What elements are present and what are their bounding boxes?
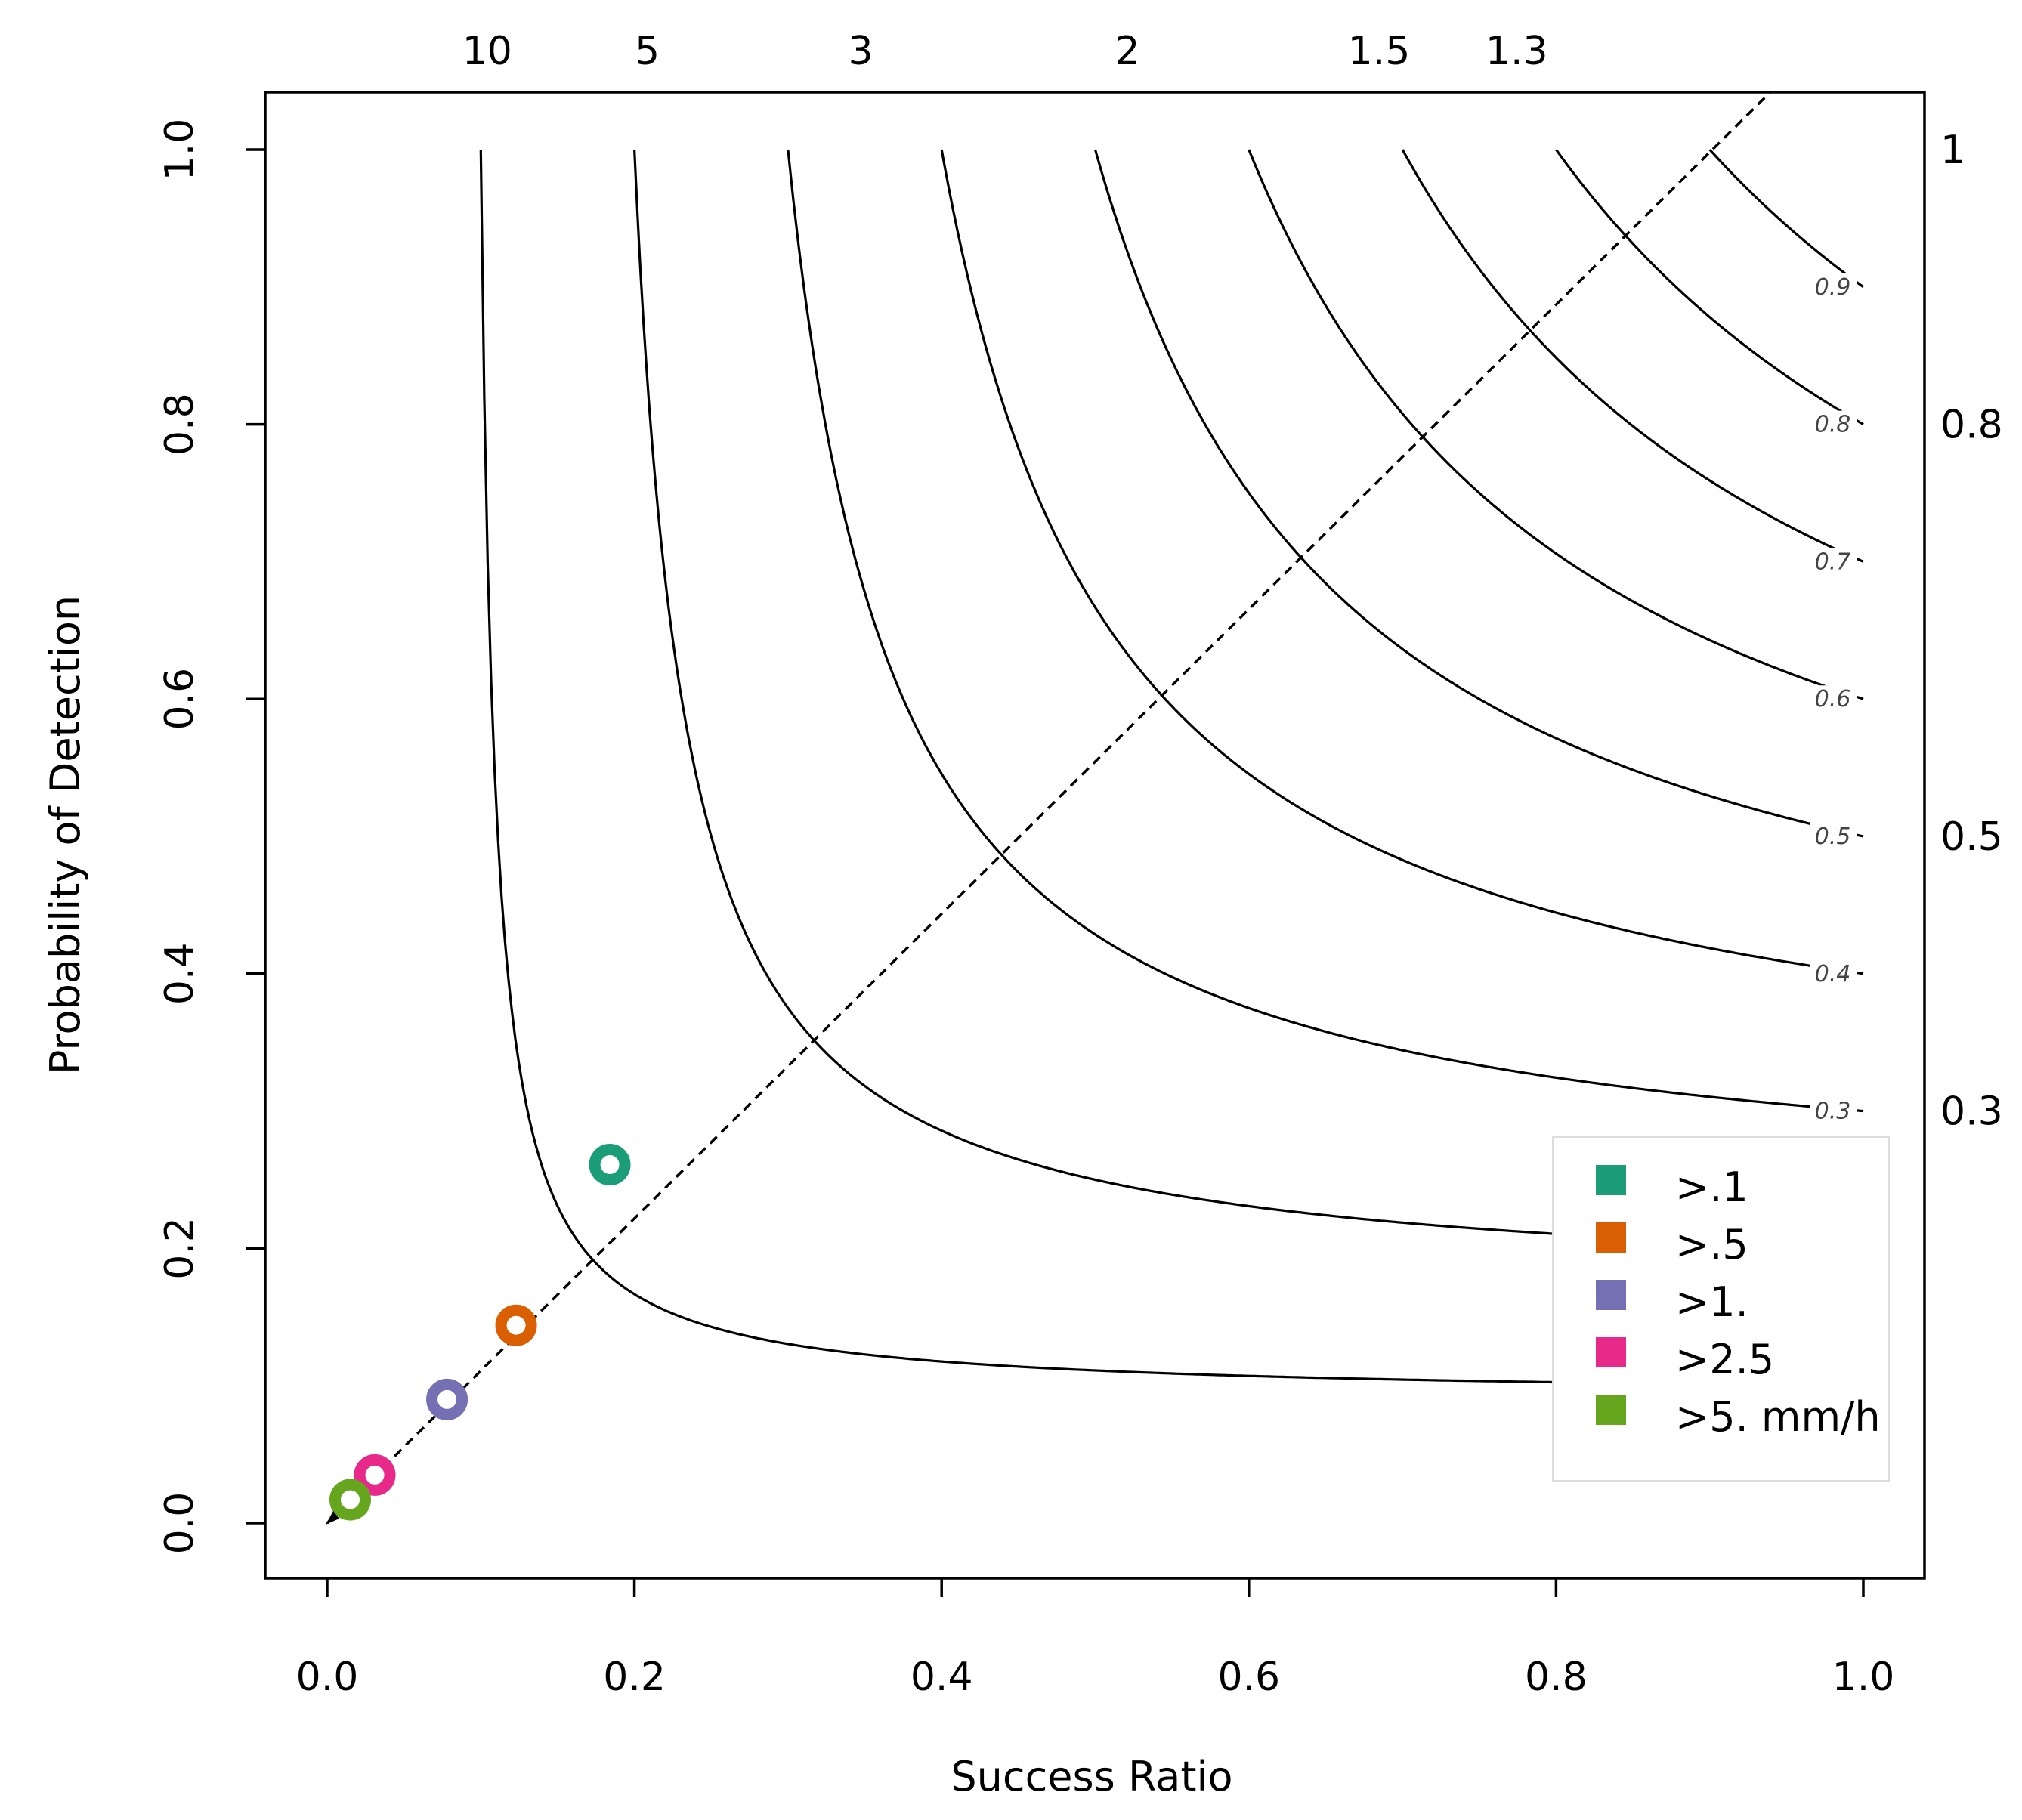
y-tick-label: 0.2 [157,1217,203,1280]
csi-label-bg [1810,685,1857,713]
csi-contour [940,149,1864,975]
axes: 10 5 3 2 1.5 1.3 1 0.8 0.5 0.3 0.0 0.2 0.4 0.6 0.8 1.0 0… [157,29,2003,1700]
y-tick-label: 0.0 [157,1492,203,1555]
x-tick-label: 1.0 [1832,1655,1895,1700]
bias-label: 10 [462,29,512,74]
legend-swatch [1596,1280,1626,1310]
point->.1 [589,1144,631,1186]
csi-label: 0.3 [1815,1098,1851,1125]
legend: >.1 >.5 >1. >2.5 >5. mm/h [1552,1136,1890,1482]
plot-box [264,91,1926,1580]
origin-mark [326,1511,339,1525]
x-tick-label: 0.8 [1525,1655,1588,1700]
csi-contour [1708,148,1864,289]
legend-swatch [1596,1337,1626,1367]
plot-frame [264,91,1926,1580]
bias-label: 2 [1115,29,1139,74]
y-tick-label: 1.0 [157,119,203,181]
legend-label: >2.5 [1675,1336,1774,1383]
data-point [329,1479,371,1521]
x-tick-label: 0.6 [1217,1655,1280,1700]
x-tick-label: 0.4 [911,1655,973,1700]
point->.5 [495,1304,537,1346]
data-point [354,1454,396,1496]
y-tick-label: 0.4 [157,942,203,1005]
csi-label: 0.8 [1815,412,1851,438]
legend-swatch [1596,1222,1626,1253]
x-tick-label: 0.0 [296,1655,359,1700]
x-tick-label: 0.2 [603,1655,666,1700]
csi-label-bg [1810,823,1857,850]
axis-titles: Success Ratio Probability of Detection [42,595,1233,1800]
bias-label: 5 [635,29,660,74]
csi-label-bg [1810,410,1857,438]
bias-label: 3 [848,29,873,74]
data-points [326,1144,631,1525]
csi-label: 0.9 [1815,274,1851,301]
csi-contour [787,149,1864,1113]
data-point [426,1378,468,1420]
csi-contour [1401,149,1864,563]
csi-label-bg [1810,548,1857,576]
y-tick-label: 0.6 [157,668,203,731]
csi-label-bg [1810,1097,1857,1125]
bias-label: 0.8 [1940,403,2003,448]
csi-contour [1555,149,1864,425]
bias-label: 0.5 [1940,814,2003,860]
point->2.5 [354,1454,396,1496]
data-point [495,1304,537,1346]
bias-label: 0.3 [1940,1089,2003,1135]
csi-label-bg [1810,273,1857,301]
legend-label: >.1 [1675,1163,1748,1211]
legend-swatch [1596,1165,1626,1195]
data-point [589,1144,631,1186]
legend-label: >5. mm/h [1675,1393,1881,1441]
csi-label-bg [1810,959,1857,987]
bias-label: 1.3 [1486,29,1548,74]
csi-label: 0.4 [1815,961,1851,987]
csi-contour [1248,149,1864,700]
bias-label: 1 [1940,128,1965,173]
bias-lines [326,92,1773,1525]
point->5. mm/h [329,1479,371,1521]
csi-label: 0.7 [1815,548,1851,575]
bias-line-[object Object] [326,92,1773,1525]
point->1. [426,1378,468,1420]
bias-label: 1.5 [1348,29,1411,74]
csi-label: 0.5 [1815,823,1851,850]
y-axis-title: Probability of Detection [42,595,89,1074]
legend-label: >1. [1675,1278,1748,1326]
legend-swatch [1596,1395,1626,1425]
legend-label: >.5 [1675,1221,1748,1268]
x-axis-title: Success Ratio [951,1753,1232,1800]
csi-label: 0.6 [1815,686,1851,712]
csi-contour [633,149,1864,1250]
y-tick-label: 0.8 [157,393,203,456]
csi-contour [1093,149,1864,838]
